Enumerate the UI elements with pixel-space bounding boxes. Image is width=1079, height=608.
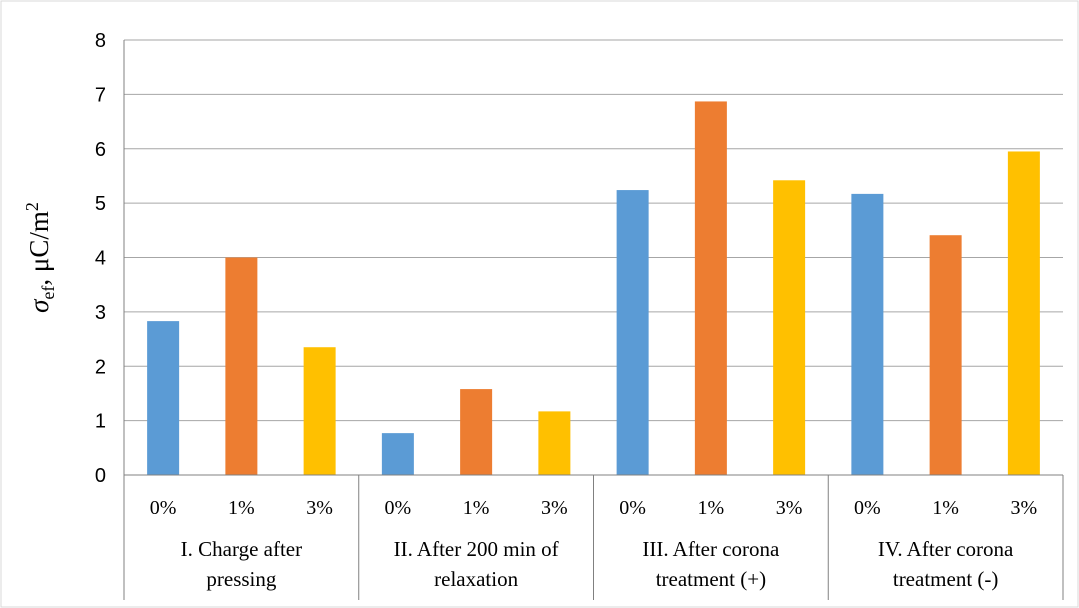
bar <box>538 411 571 475</box>
bars <box>147 101 1040 475</box>
bar <box>1007 151 1040 475</box>
x-group-label: pressing <box>206 567 276 591</box>
x-category-label: 3% <box>306 497 333 519</box>
x-category-label: 1% <box>698 497 725 519</box>
x-group-label: treatment (-) <box>893 567 999 591</box>
y-axis-label: σef, μC/m2 <box>22 202 58 313</box>
bar <box>694 101 727 475</box>
y-tick-label: 1 <box>95 411 106 433</box>
x-category-labels: 0% 1% 3% 0% 1% 3% 0% 1% 3% 0% 1% 3% <box>150 497 1037 519</box>
bar <box>616 190 649 475</box>
x-category-label: 3% <box>541 497 568 519</box>
x-group-label: treatment (+) <box>656 567 766 591</box>
x-group-label: II. After 200 min of <box>394 537 559 561</box>
y-axis-label-subscript: ef <box>38 286 58 300</box>
y-tick-labels: 0 1 2 3 4 5 6 7 8 <box>95 30 106 487</box>
y-axis-label-unit: , μC/m <box>24 211 54 286</box>
y-tick-label: 8 <box>95 30 106 52</box>
y-tick-label: 3 <box>95 302 106 324</box>
bar <box>225 257 258 475</box>
x-category-label: 1% <box>228 497 255 519</box>
y-tick-label: 0 <box>95 465 106 487</box>
bar <box>381 433 414 475</box>
x-category-label: 0% <box>150 497 177 519</box>
y-tick-label: 6 <box>95 139 106 161</box>
x-group-label: relaxation <box>434 567 518 591</box>
y-tick-label: 5 <box>95 193 106 215</box>
x-category-label: 1% <box>932 497 959 519</box>
bar <box>929 235 962 475</box>
bar <box>773 180 806 475</box>
x-group-label: III. After corona <box>642 537 780 561</box>
axes <box>123 40 1064 600</box>
bar <box>147 321 180 475</box>
x-category-label: 3% <box>776 497 803 519</box>
y-axis-label-superscript: 2 <box>22 202 42 211</box>
gridlines <box>124 39 1063 422</box>
y-axis-label-symbol: σ <box>24 298 54 313</box>
x-category-label: 0% <box>385 497 412 519</box>
y-tick-label: 4 <box>95 248 106 270</box>
bar <box>851 193 884 475</box>
y-tick-label: 7 <box>95 84 106 106</box>
x-group-label: I. Charge after <box>181 537 302 561</box>
bar <box>460 389 493 475</box>
x-category-label: 0% <box>619 497 646 519</box>
x-category-label: 0% <box>854 497 881 519</box>
x-group-labels: I. Charge after pressing II. After 200 min… <box>181 537 1014 591</box>
x-category-label: 1% <box>463 497 490 519</box>
bar <box>303 347 336 475</box>
x-category-label: 3% <box>1011 497 1038 519</box>
y-tick-label: 2 <box>95 356 106 378</box>
x-group-label: IV. After corona <box>878 537 1014 561</box>
